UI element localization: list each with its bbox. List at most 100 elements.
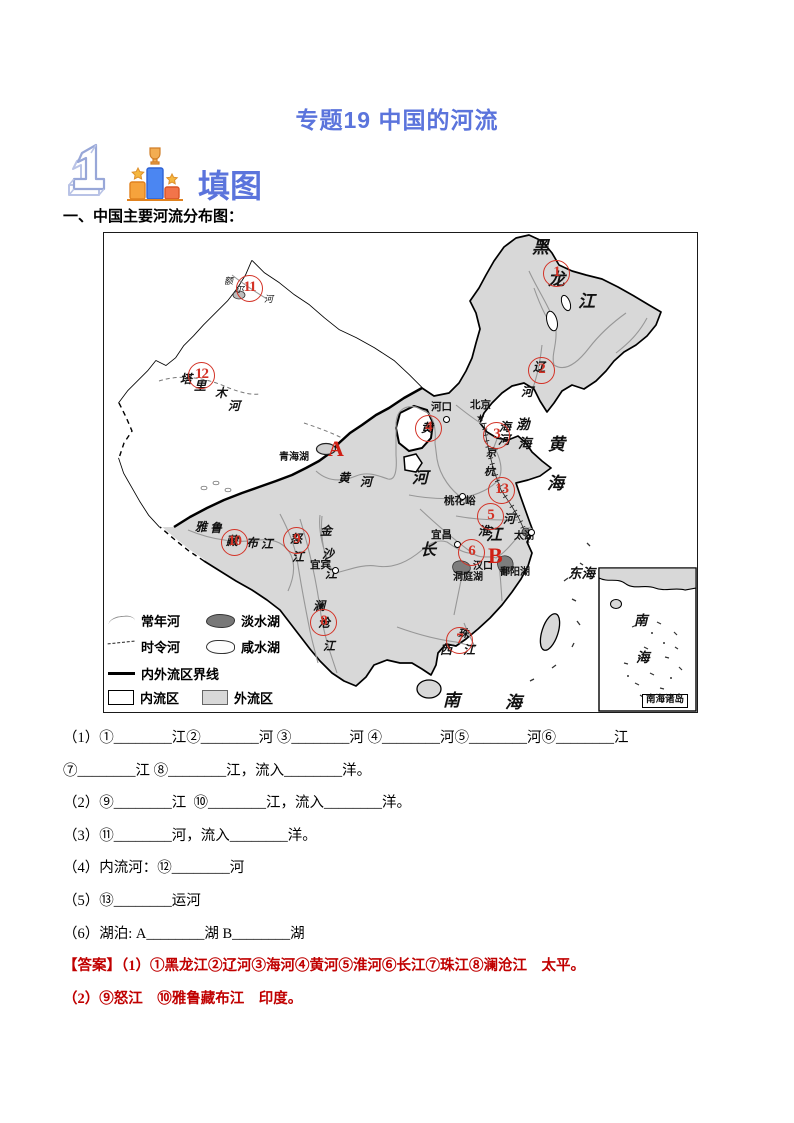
legend-item: 内外流区界线 (108, 664, 219, 683)
map-label: 江 (578, 292, 595, 311)
map-label: 河 (264, 294, 274, 304)
legend-label: 内流区 (140, 691, 180, 706)
question-line: （4）内流河：⑫________河 (63, 860, 245, 877)
answer-line: 【答案】（1）①黑龙江②辽河③海河④黄河⑤淮河⑥长江⑦珠江⑧澜沧江 太平。 (63, 958, 585, 974)
question-line: ⑦________江 ⑧________江，流入________洋。 (63, 762, 372, 779)
map-marker-7: 7 (446, 627, 473, 654)
map-label: 江 (323, 639, 336, 653)
map-label: 太湖 (514, 531, 534, 542)
map-label: 黄 (548, 435, 565, 454)
map-marker-8: 8 (310, 609, 337, 636)
legend-label: 常年河 (141, 614, 181, 629)
map-label: 河口 (431, 402, 452, 413)
map-label: 海 (518, 436, 532, 451)
section-badge-label: 填图 (198, 168, 263, 204)
map-label: 渤 (516, 417, 530, 432)
question-line: （6）湖泊: A________湖 B________湖 (63, 925, 305, 942)
south-china-sea-inset (598, 567, 697, 712)
map-marker-12: 12 (188, 362, 215, 389)
map-label: 海 (636, 650, 650, 665)
map-label: 江 (261, 537, 274, 551)
map-label: 额 (224, 276, 234, 286)
map-label: 北京 (470, 400, 491, 411)
question-line: （3）⑪________河，流入________洋。 (63, 827, 317, 844)
legend-item: 时令河 (107, 637, 181, 656)
map-label: 汉口 (473, 561, 493, 572)
map-label: 黄 (338, 471, 351, 485)
podium-trophy-icon (127, 147, 183, 201)
inland-region (119, 261, 422, 527)
map-label: 鲁 (210, 521, 223, 535)
map-marker-1: 1 (543, 260, 570, 287)
taiwan-island (539, 613, 561, 651)
legend-label: 咸水湖 (241, 640, 281, 655)
map-label: 布 (246, 536, 259, 550)
legend-label: 时令河 (141, 640, 181, 655)
map-label: 沙 (322, 547, 335, 561)
legend-symbol-perennial (107, 614, 136, 627)
legend-label: 淡水湖 (241, 614, 281, 629)
map-marker-2: 2 (528, 357, 555, 384)
map-label: 洞庭湖 (453, 572, 483, 583)
city-dot (459, 493, 466, 500)
map-label: 河 (503, 512, 516, 526)
section-heading: 一、中国主要河流分布图： (63, 209, 244, 225)
map-label: 海 (505, 693, 522, 712)
legend-item: 咸水湖 (206, 637, 280, 656)
fill-in-questions: （1）①________江②________河 ③________河 ④____… (63, 722, 743, 950)
china-rivers-map: 黑龙江额尔河辽河塔里木河河口 北京 ★ 黄河海河渤海黄海青海湖黄河京杭桃花峪淮河长江太… (103, 232, 698, 713)
map-label: 海 (547, 474, 564, 493)
map-marker-6: 6 (458, 539, 485, 566)
map-marker-5: 5 (477, 503, 504, 530)
map-marker-4: 4 (415, 415, 442, 442)
poyang-lake (497, 555, 514, 573)
map-label: ★ (476, 413, 485, 424)
map-label: 雅 (195, 520, 208, 534)
hainan-island (416, 679, 442, 699)
legend-label: 内外流区界线 (141, 667, 220, 682)
question-line: （1）①________江②________河 ③________河 ④____… (63, 730, 629, 746)
legend-item: 外流区 (202, 688, 273, 707)
map-marker-13: 13 (488, 477, 515, 504)
map-label: 河 (412, 470, 429, 487)
map-label: 木 (215, 386, 228, 400)
map-label: 黑 (532, 238, 549, 257)
section-badge: 填图 (66, 138, 262, 204)
map-label: 河 (228, 399, 241, 413)
map-label: 南 (634, 613, 648, 628)
legend-label: 外流区 (234, 691, 274, 706)
question-line: （2）⑨________江 ⑩________江，流入________洋。 (63, 795, 411, 812)
map-label: 青海湖 (279, 452, 309, 463)
legend-item: 内流区 (108, 688, 179, 707)
china-map-geography (117, 234, 697, 712)
qinghai-lake (315, 442, 337, 456)
drainage-boundary-line (173, 386, 423, 529)
map-label: 南海诸岛 (642, 694, 689, 708)
map-label: 河 (360, 475, 373, 489)
city-dot (443, 416, 450, 423)
map-letter-B: B (488, 543, 503, 568)
map-label: 桃花峪 (444, 496, 476, 507)
map-marker-10: 10 (221, 529, 248, 556)
map-label: 宜宾 (310, 560, 331, 571)
legend-symbol-salt (206, 639, 235, 654)
map-label: 长 (420, 542, 437, 559)
map-label: 杭 (484, 467, 495, 478)
legend-symbol-seasonal (107, 640, 136, 653)
map-letter-A: A (328, 436, 344, 461)
legend-item: 常年河 (107, 611, 181, 630)
map-label: 南 (443, 691, 460, 710)
map-label: 鄱阳湖 (500, 567, 530, 578)
answer-key: 【答案】（1）①黑龙江②辽河③海河④黄河⑤淮河⑥长江⑦珠江⑧澜沧江 太平。 （2）… (63, 950, 753, 1015)
map-label: 宜昌 (431, 530, 452, 541)
legend-symbol-fresh (206, 613, 235, 628)
map-label: 东海 (568, 566, 595, 581)
legend-symbol-exorheic (202, 690, 228, 705)
map-label: 金 (320, 524, 333, 538)
numeral-1-3d-icon (68, 143, 106, 196)
map-label: 江 (292, 550, 305, 564)
map-label: 江 (486, 527, 503, 544)
map-label: 河 (521, 385, 534, 399)
city-dot (332, 567, 339, 574)
